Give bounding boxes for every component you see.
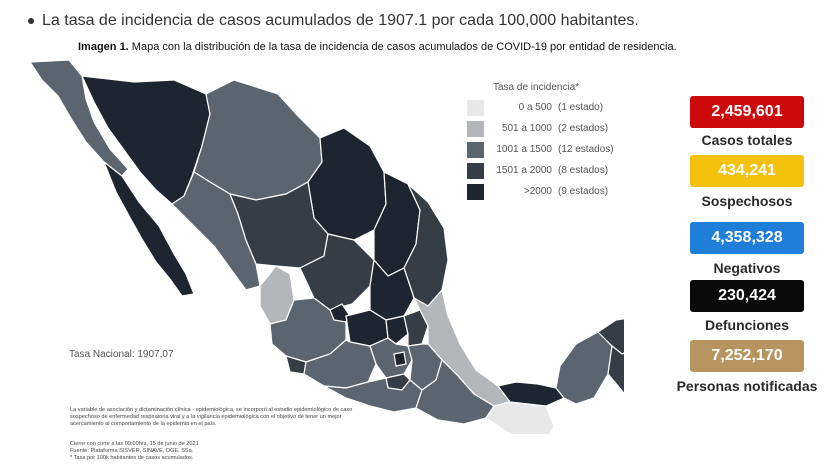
stat-casos-totales-label: Casos totales	[701, 132, 793, 148]
state-queretaro	[385, 315, 409, 345]
stat-casos-totales-value: 2,459,601	[690, 96, 804, 128]
figure-caption-text: Mapa con la distribución de la tasa de i…	[128, 41, 677, 53]
legend-count: (1 estado)	[558, 102, 604, 113]
footnote-source: Fuente: Plataforma SISVER, SINAVE, DGE, …	[70, 448, 194, 454]
legend-swatch	[467, 162, 484, 179]
legend-range: >2000	[523, 186, 552, 197]
state-campeche	[555, 331, 613, 405]
legend-range: 501 a 1000	[501, 123, 552, 134]
legend-count: (12 estados)	[558, 144, 614, 155]
stat-defunciones-value: 230,424	[690, 280, 804, 312]
stat-personas-notificadas-label: Personas notificadas	[676, 378, 818, 394]
legend-row: 1501 a 2000 (8 estados)	[467, 160, 614, 181]
state-estado-de-mexico	[369, 337, 413, 379]
legend-row: 0 a 500 (1 estado)	[467, 97, 614, 118]
figure-label: Imagen 1.	[78, 41, 129, 53]
stat-personas-notificadas-value: 7,252,170	[690, 340, 804, 372]
footnote-rate-note: * Tasa por 100k habitantes de casos acum…	[70, 455, 194, 461]
headline: La tasa de incidencia de casos acumulado…	[28, 12, 639, 30]
state-chihuahua	[193, 79, 323, 201]
stat-negativos-value: 4,358,328	[690, 222, 804, 254]
footnote-main: La variable de asociación y dictaminació…	[70, 407, 353, 427]
legend-count: (8 estados)	[558, 165, 609, 176]
bullet-icon	[28, 18, 34, 24]
stat-sospechosos-label: Sospechosos	[701, 193, 793, 209]
legend-row: 501 a 1000 (2 estados)	[467, 118, 614, 139]
legend-swatch	[467, 183, 484, 200]
national-rate: Tasa Nacional: 1907,07	[69, 349, 174, 360]
state-baja-california	[28, 59, 129, 177]
legend-swatch	[467, 141, 484, 158]
legend-row: 1001 a 1500 (12 estados)	[467, 139, 614, 160]
footnote-cutoff: Cierre con corte a las 09:00hrs, 15 de j…	[70, 441, 199, 447]
legend-range: 1501 a 2000	[496, 165, 552, 176]
state-coahuila	[307, 127, 387, 241]
legend-swatch	[467, 120, 484, 137]
legend-count: (9 estados)	[558, 186, 609, 197]
legend-title: Tasa de incidencia*	[493, 82, 580, 93]
figure-caption: Imagen 1. Mapa con la distribución de la…	[78, 41, 677, 53]
stat-negativos-label: Negativos	[713, 260, 781, 276]
mexico-incidence-map	[28, 59, 624, 434]
stat-defunciones-label: Defunciones	[704, 317, 789, 333]
state-quintana-roo	[607, 344, 624, 395]
headline-text: La tasa de incidencia de casos acumulado…	[42, 12, 639, 29]
state-oaxaca	[415, 358, 495, 425]
legend-count: (2 estados)	[558, 123, 609, 134]
legend-range: 0 a 500	[518, 102, 552, 113]
legend-row: >2000 (9 estados)	[467, 181, 614, 202]
legend-range: 1001 a 1500	[496, 144, 552, 155]
state-jalisco	[269, 297, 347, 363]
footnote-notes: Cierre con corte a las 09:00hrs, 15 de j…	[70, 441, 199, 462]
legend-swatch	[467, 99, 484, 116]
state-cdmx	[393, 351, 407, 367]
legend: Tasa de incidencia* 0 a 500 (1 estado) 5…	[467, 82, 614, 202]
state-baja-california-sur	[102, 160, 195, 297]
state-chiapas	[485, 401, 555, 434]
stat-sospechosos-value: 434,241	[690, 155, 804, 187]
state-guerrero	[323, 377, 423, 413]
